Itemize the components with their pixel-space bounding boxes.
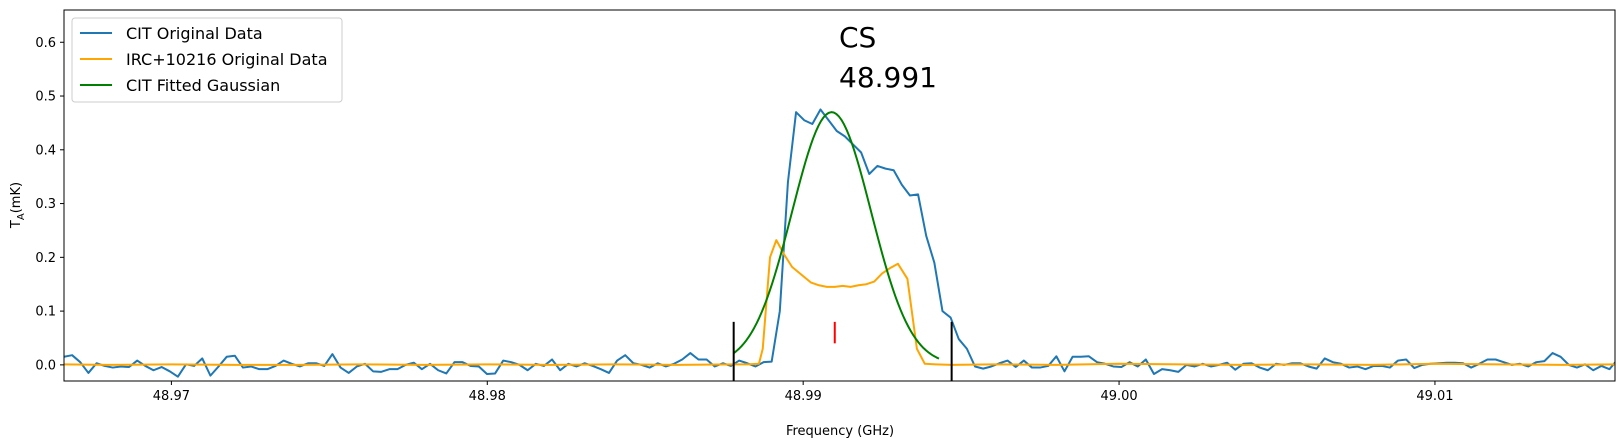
legend-label-irc-data: IRC+10216 Original Data: [126, 50, 328, 69]
y-tick-label: 0.4: [35, 143, 56, 158]
y-tick-label: 0.1: [35, 305, 56, 320]
x-tick-label: 48.97: [153, 389, 190, 404]
y-tick-label: 0.2: [35, 251, 56, 266]
y-axis-label-main: T: [9, 220, 24, 229]
legend-label-cit-data: CIT Original Data: [126, 24, 263, 43]
x-tick-label: 49.01: [1416, 389, 1453, 404]
legend-box: [71, 17, 343, 103]
x-tick-label: 48.98: [469, 389, 506, 404]
y-tick-label: 0.3: [35, 197, 56, 212]
y-axis-label-unit: (mK): [9, 182, 24, 213]
legend-label-gaussian: CIT Fitted Gaussian: [126, 76, 280, 95]
x-tick-label: 48.99: [785, 389, 822, 404]
axes: 48.97 48.98 48.99 49.00 49.01 0.0 0.1 0.2 0.3 0.4…: [35, 9, 1616, 404]
plot-frame: [63, 9, 1616, 382]
legend: CIT Original Data IRC+10216 Original Dat…: [71, 17, 343, 103]
x-axis-label: Frequency (GHz): [786, 424, 894, 439]
plot-area: [64, 108, 1615, 381]
y-axis-label-subscript: A: [16, 213, 27, 220]
series-line-2: [733, 111, 940, 360]
y-tick-label: 0.0: [35, 358, 56, 373]
series-line-0: [64, 108, 1615, 378]
series-line-1: [64, 239, 1615, 366]
annotation-line2: 48.991: [839, 61, 937, 94]
y-tick-label: 0.6: [35, 36, 56, 51]
annotation-line1: CS: [839, 21, 876, 54]
y-axis-label: TA(mK): [9, 182, 27, 229]
x-tick-label: 49.00: [1100, 389, 1137, 404]
y-tick-label: 0.5: [35, 90, 56, 105]
series-layer: [64, 108, 1615, 378]
